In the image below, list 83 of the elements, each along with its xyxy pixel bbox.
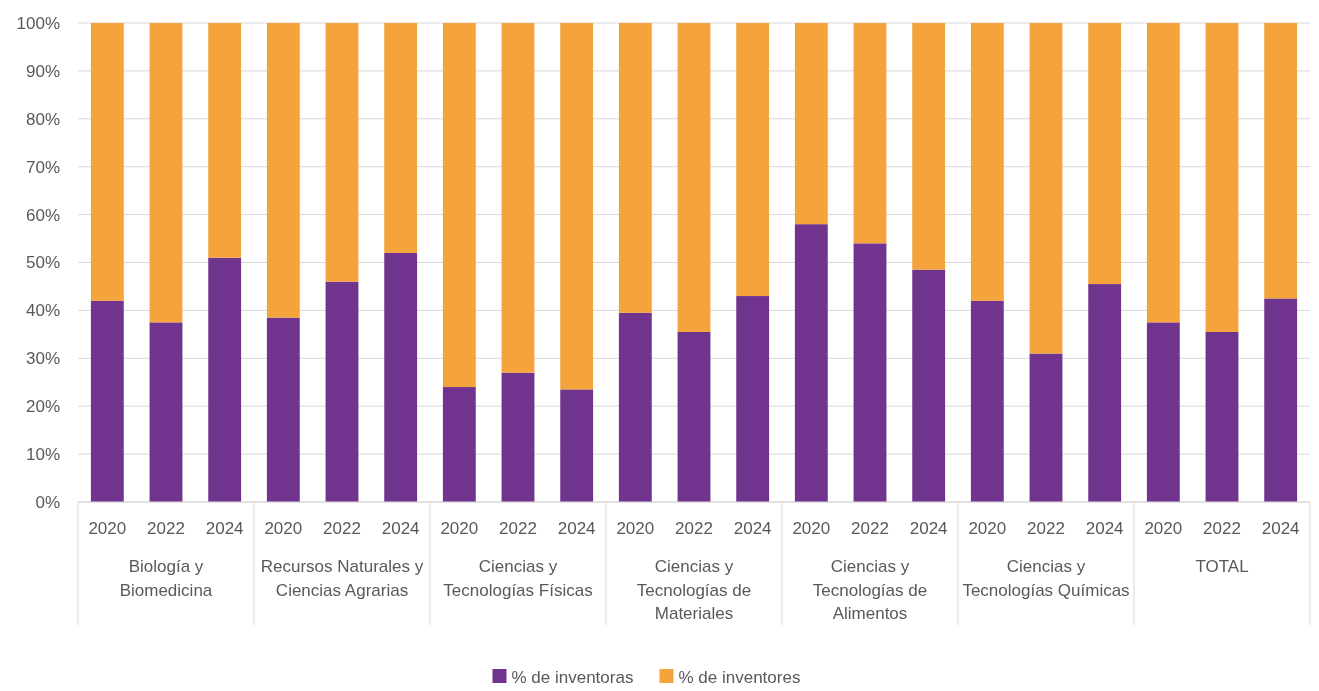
y-tick-label: 0% (35, 492, 60, 512)
legend-label: % de inventoras (511, 668, 634, 687)
x-tick-label: 2024 (1085, 519, 1124, 538)
text: Biología y Biomedicina (119, 557, 213, 600)
x-tick-label: 2020 (968, 519, 1007, 538)
bar (208, 23, 242, 258)
bar (442, 387, 476, 502)
x-tick-label: 2024 (205, 519, 244, 538)
bar (794, 224, 828, 502)
bar (1088, 284, 1122, 502)
bar (90, 23, 124, 301)
y-tick-label: 90% (25, 61, 60, 81)
bar (325, 23, 359, 282)
x-tick-label: 2020 (88, 519, 127, 538)
y-tick-label: 40% (25, 301, 60, 321)
bar (442, 23, 476, 388)
bar (1264, 298, 1298, 502)
text: Ciencias y Tecnologías de Materiales (636, 557, 752, 623)
bar (912, 269, 946, 502)
text: Ciencias y Tecnologías Físicas (443, 557, 593, 600)
y-tick-label: 20% (25, 397, 60, 417)
x-tick-label: 2022 (851, 519, 889, 538)
y-tick-label: 100% (16, 13, 60, 33)
bar (736, 23, 770, 297)
bar (618, 312, 652, 502)
y-tick-label: 60% (25, 205, 60, 225)
y-tick-label: 50% (25, 253, 60, 273)
x-tick-label: 2020 (616, 519, 655, 538)
bar (1146, 322, 1180, 502)
x-tick-label: 2020 (792, 519, 831, 538)
bar (384, 252, 418, 502)
bar (853, 23, 887, 244)
x-tick-label: 2022 (675, 519, 713, 538)
text: Ciencias y Tecnologías Químicas (962, 557, 1130, 600)
bar (1205, 23, 1239, 332)
y-tick-label: 10% (25, 445, 60, 465)
text: TOTAL (1195, 557, 1249, 576)
y-tick-label: 70% (25, 157, 60, 177)
bar (618, 23, 652, 313)
bar (1029, 23, 1063, 354)
y-tick-label: 80% (25, 109, 60, 129)
legend-label: % de inventores (678, 668, 801, 687)
bar (677, 331, 711, 502)
x-tick-label: 2022 (1027, 519, 1065, 538)
bar (1029, 353, 1063, 502)
bar (501, 23, 535, 373)
bar (560, 389, 594, 502)
bar (325, 281, 359, 502)
bar (266, 23, 300, 318)
text: Ciencias y Tecnologías de Alimentos (812, 557, 928, 623)
x-tick-label: 2022 (1203, 519, 1241, 538)
bar (266, 317, 300, 502)
bar (90, 300, 124, 502)
x-tick-label: 2020 (1144, 519, 1183, 538)
bar (794, 23, 828, 225)
x-tick-label: 2024 (1261, 519, 1300, 538)
bar (970, 23, 1004, 301)
y-tick-label: 30% (25, 349, 60, 369)
bar (384, 23, 418, 253)
x-tick-label: 2022 (147, 519, 185, 538)
bar (149, 23, 183, 323)
bar (1205, 331, 1239, 502)
x-tick-label: 2022 (323, 519, 361, 538)
bar (1264, 23, 1298, 299)
x-tick-label: 2024 (381, 519, 420, 538)
bar (853, 243, 887, 502)
bar (501, 372, 535, 502)
x-tick-label: 2020 (440, 519, 479, 538)
x-tick-label: 2024 (733, 519, 772, 538)
bar (970, 300, 1004, 502)
bar (208, 257, 242, 502)
bar (677, 23, 711, 332)
bar (1146, 23, 1180, 323)
x-tick-label: 2022 (499, 519, 537, 538)
x-tick-label: 2024 (909, 519, 948, 538)
bar (736, 296, 770, 502)
x-tick-label: 2020 (264, 519, 303, 538)
x-tick-label: 2024 (557, 519, 596, 538)
bar (912, 23, 946, 270)
bar (1088, 23, 1122, 285)
text: Recursos Naturales y Ciencias Agrarias (260, 557, 424, 600)
bar (149, 322, 183, 502)
bar (560, 23, 594, 390)
